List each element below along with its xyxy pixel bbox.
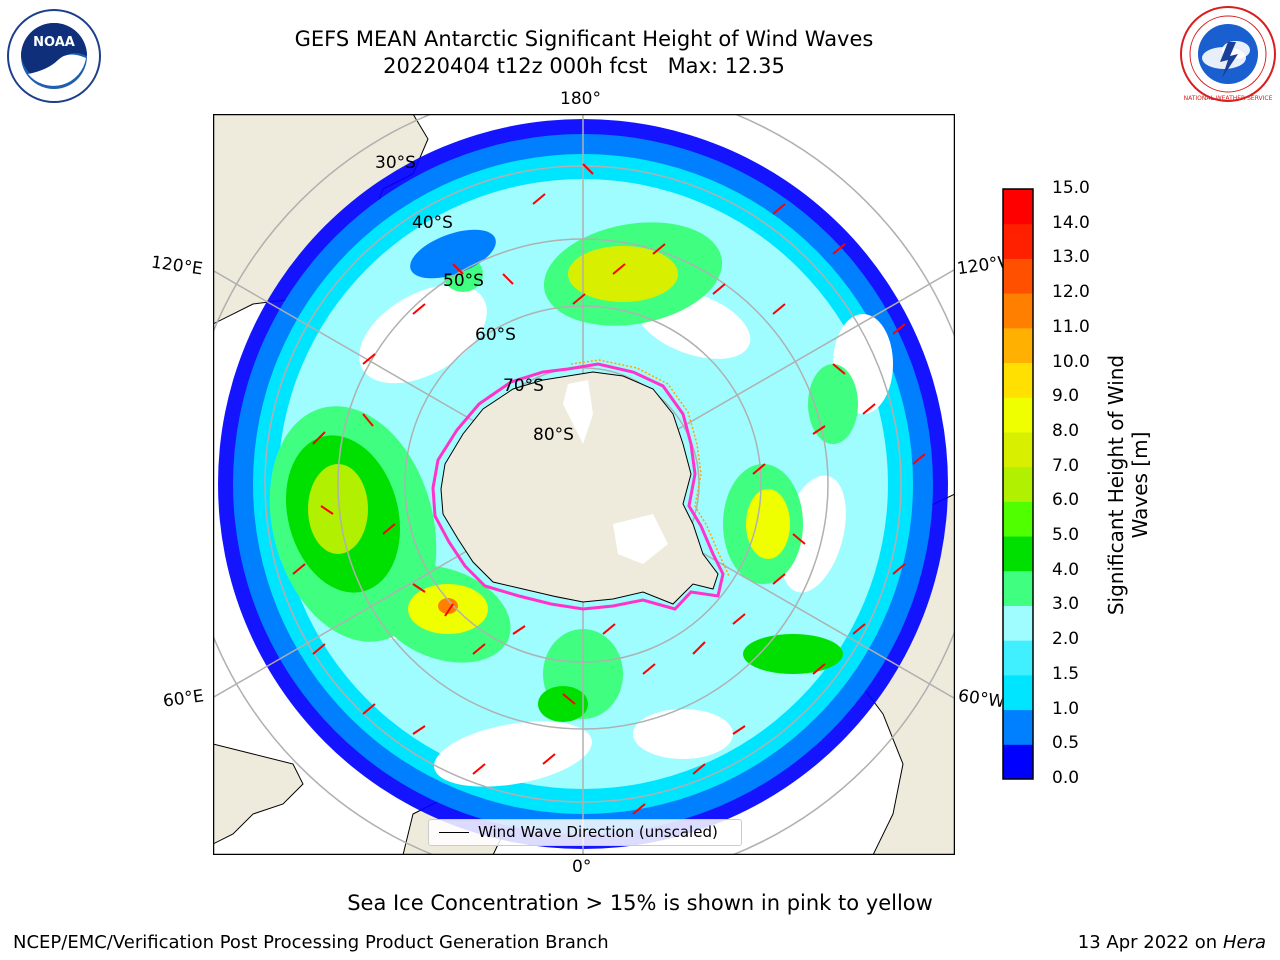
lon-label-120w: 120°W <box>955 252 1007 280</box>
colorbar-tick-label: 1.5 <box>1052 663 1080 684</box>
colorbar-cell <box>1003 570 1033 606</box>
sea-ice-note: Sea Ice Concentration > 15% is shown in … <box>347 891 933 915</box>
colorbar-cell <box>1003 536 1033 572</box>
chart-title: GEFS MEAN Antarctic Significant Height o… <box>294 27 874 51</box>
colorbar-tick-label: 8.0 <box>1052 420 1080 441</box>
credit-date: 13 Apr 2022 on Hera <box>1078 932 1266 953</box>
colorbar-cell <box>1003 258 1033 294</box>
colorbar-cell <box>1003 501 1033 537</box>
colorbar-cell <box>1003 189 1033 225</box>
colorbar-tick-label: 5.0 <box>1052 525 1080 546</box>
colorbar-tick-label: 13.0 <box>1052 247 1090 268</box>
nws-logo-text: NATIONAL WEATHER SERVICE <box>1184 95 1273 102</box>
colorbar-cell <box>1003 744 1033 780</box>
colorbar-label: Significant Height of Wind Waves [m] <box>1104 354 1152 616</box>
colorbar-tick-label: 9.0 <box>1052 386 1080 407</box>
noaa-logo: NOAA <box>7 9 101 103</box>
africa-land <box>213 743 304 845</box>
lon-label-120e: 120°E <box>149 252 204 280</box>
colorbar-tick-label: 1.0 <box>1052 698 1080 719</box>
colorbar <box>1002 188 1034 780</box>
colorbar-tick-label: 3.0 <box>1052 594 1080 615</box>
lon-label-60e: 60°E <box>161 686 206 712</box>
noaa-logo-text: NOAA <box>33 35 75 50</box>
lat-label-50s: 50°S <box>443 271 484 291</box>
sea-ice-contour <box>431 362 725 611</box>
colorbar-cell <box>1003 709 1033 745</box>
colorbar-tick-label: 10.0 <box>1052 351 1090 372</box>
colorbar-tick-label: 6.0 <box>1052 490 1080 511</box>
colorbar-cell <box>1003 466 1033 502</box>
map-legend: Wind Wave Direction (unscaled) <box>428 819 742 846</box>
legend-label: Wind Wave Direction (unscaled) <box>478 823 718 841</box>
lat-label-30s: 30°S <box>375 153 416 173</box>
chart-subtitle: 20220404 t12z 000h fcst Max: 12.35 <box>383 54 785 78</box>
lon-label-60w: 60°W <box>956 686 1004 712</box>
colorbar-cell <box>1003 223 1033 259</box>
credit-branch: NCEP/EMC/Verification Post Processing Pr… <box>13 932 609 953</box>
lon-label-180: 180° <box>560 89 601 109</box>
nws-logo: NATIONAL WEATHER SERVICE <box>1180 6 1276 102</box>
colorbar-tick-label: 12.0 <box>1052 282 1090 303</box>
wind-wave-arrows <box>292 163 926 815</box>
lon-label-0: 0° <box>572 857 592 877</box>
legend-line-swatch <box>439 832 469 833</box>
colorbar-tick-label: 2.0 <box>1052 629 1080 650</box>
lat-label-60s: 60°S <box>475 325 516 345</box>
colorbar-tick-label: 15.0 <box>1052 178 1090 198</box>
lat-label-80s: 80°S <box>533 425 574 445</box>
lat-label-40s: 40°S <box>412 213 453 233</box>
colorbar-tick-label: 0.5 <box>1052 733 1080 754</box>
colorbar-cell <box>1003 431 1033 468</box>
colorbar-cell <box>1003 674 1033 711</box>
colorbar-tick-label: 11.0 <box>1052 316 1090 337</box>
colorbar-cell <box>1003 397 1033 433</box>
colorbar-cell <box>1003 327 1033 364</box>
colorbar-tick-label: 4.0 <box>1052 559 1080 580</box>
colorbar-tick-label: 14.0 <box>1052 212 1090 233</box>
colorbar-cell <box>1003 362 1033 398</box>
colorbar-tick-label: 0.0 <box>1052 768 1080 788</box>
colorbar-cell <box>1003 605 1033 641</box>
polar-map: 30°S 40°S 50°S 60°S 70°S 80°S <box>213 114 955 855</box>
colorbar-cell <box>1003 640 1033 676</box>
credit-date-text: 13 Apr 2022 on <box>1077 932 1223 953</box>
credit-system: Hera <box>1222 932 1266 953</box>
lat-label-70s: 70°S <box>503 376 544 396</box>
colorbar-tick-label: 7.0 <box>1052 455 1080 476</box>
colorbar-cell <box>1003 293 1033 329</box>
